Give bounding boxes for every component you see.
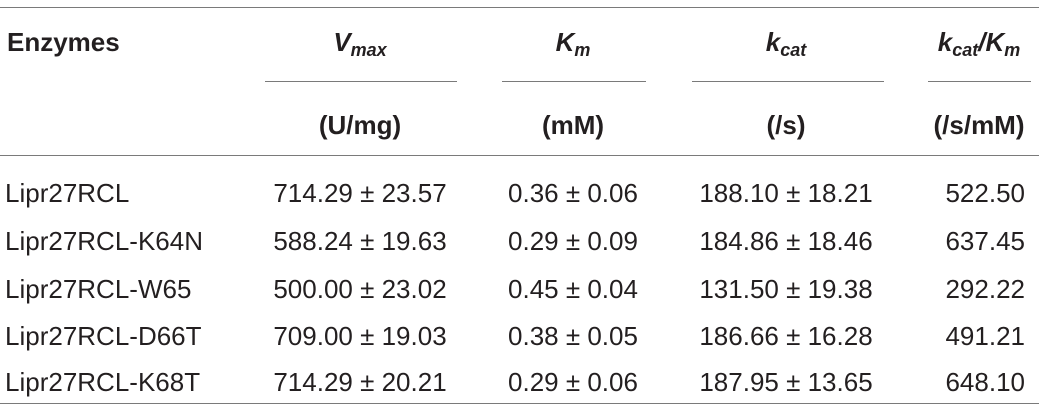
cell-enzyme: Lipr27RCL-D66T: [5, 321, 202, 351]
km-sub-rule: [502, 81, 646, 82]
cell-km: 0.29 ± 0.09: [508, 226, 638, 256]
cell-vmax: 709.00 ± 19.03: [273, 321, 447, 351]
kcat-km-symbol-K: K: [985, 27, 1005, 57]
cell-kcat: 184.86 ± 18.46: [699, 226, 873, 256]
top-rule: [0, 7, 1039, 8]
vmax-subscript: max: [350, 40, 387, 60]
cell-kcat-km: 648.10: [945, 367, 1025, 397]
cell-kcat: 186.66 ± 16.28: [699, 321, 873, 351]
header-enzymes: Enzymes: [7, 27, 120, 57]
cell-km: 0.36 ± 0.06: [508, 178, 638, 208]
kcat-sub-rule: [692, 81, 884, 82]
cell-kcat-km: 491.21: [945, 321, 1025, 351]
cell-kcat: 188.10 ± 18.21: [699, 178, 873, 208]
cell-kcat: 131.50 ± 19.38: [699, 274, 873, 304]
cell-kcat-km: 522.50: [945, 178, 1025, 208]
header-km: Km: [555, 27, 591, 60]
cell-enzyme: Lipr27RCL: [5, 178, 130, 208]
cell-km: 0.29 ± 0.06: [508, 367, 638, 397]
cell-km: 0.38 ± 0.05: [508, 321, 638, 351]
cell-enzyme: Lipr27RCL-W65: [5, 274, 192, 304]
header-kcat-km: kcat/Km: [937, 27, 1021, 60]
vmax-symbol: V: [333, 27, 351, 57]
cell-vmax: 714.29 ± 20.21: [273, 367, 447, 397]
kcat-km-slash: /: [978, 27, 986, 57]
header-rule: [0, 155, 1039, 156]
cell-km: 0.45 ± 0.04: [508, 274, 638, 304]
cell-kcat-km: 637.45: [945, 226, 1025, 256]
unit-vmax: (U/mg): [318, 110, 402, 140]
unit-kcat: (/s): [766, 110, 806, 140]
kcat-km-subscript-cat: cat: [952, 40, 979, 60]
header-vmax: Vmax: [333, 27, 387, 60]
cell-kcat: 187.95 ± 13.65: [699, 367, 873, 397]
kcat-km-sub-rule: [928, 81, 1031, 82]
km-subscript: m: [574, 40, 591, 60]
unit-kcat-km: (/s/mM): [933, 110, 1025, 140]
kcat-km-symbol-k: k: [937, 27, 953, 57]
header-kcat: kcat: [765, 27, 807, 60]
cell-enzyme: Lipr27RCL-K64N: [5, 226, 203, 256]
cell-enzyme: Lipr27RCL-K68T: [5, 367, 201, 397]
kcat-symbol: k: [765, 27, 781, 57]
vmax-sub-rule: [265, 81, 457, 82]
cell-vmax: 714.29 ± 23.57: [273, 178, 447, 208]
cell-vmax: 588.24 ± 19.63: [273, 226, 447, 256]
kcat-subscript: cat: [780, 40, 807, 60]
unit-km: (mM): [541, 110, 605, 140]
km-symbol: K: [555, 27, 575, 57]
cell-kcat-km: 292.22: [945, 274, 1025, 304]
kcat-km-subscript-m: m: [1004, 40, 1021, 60]
cell-vmax: 500.00 ± 23.02: [273, 274, 447, 304]
